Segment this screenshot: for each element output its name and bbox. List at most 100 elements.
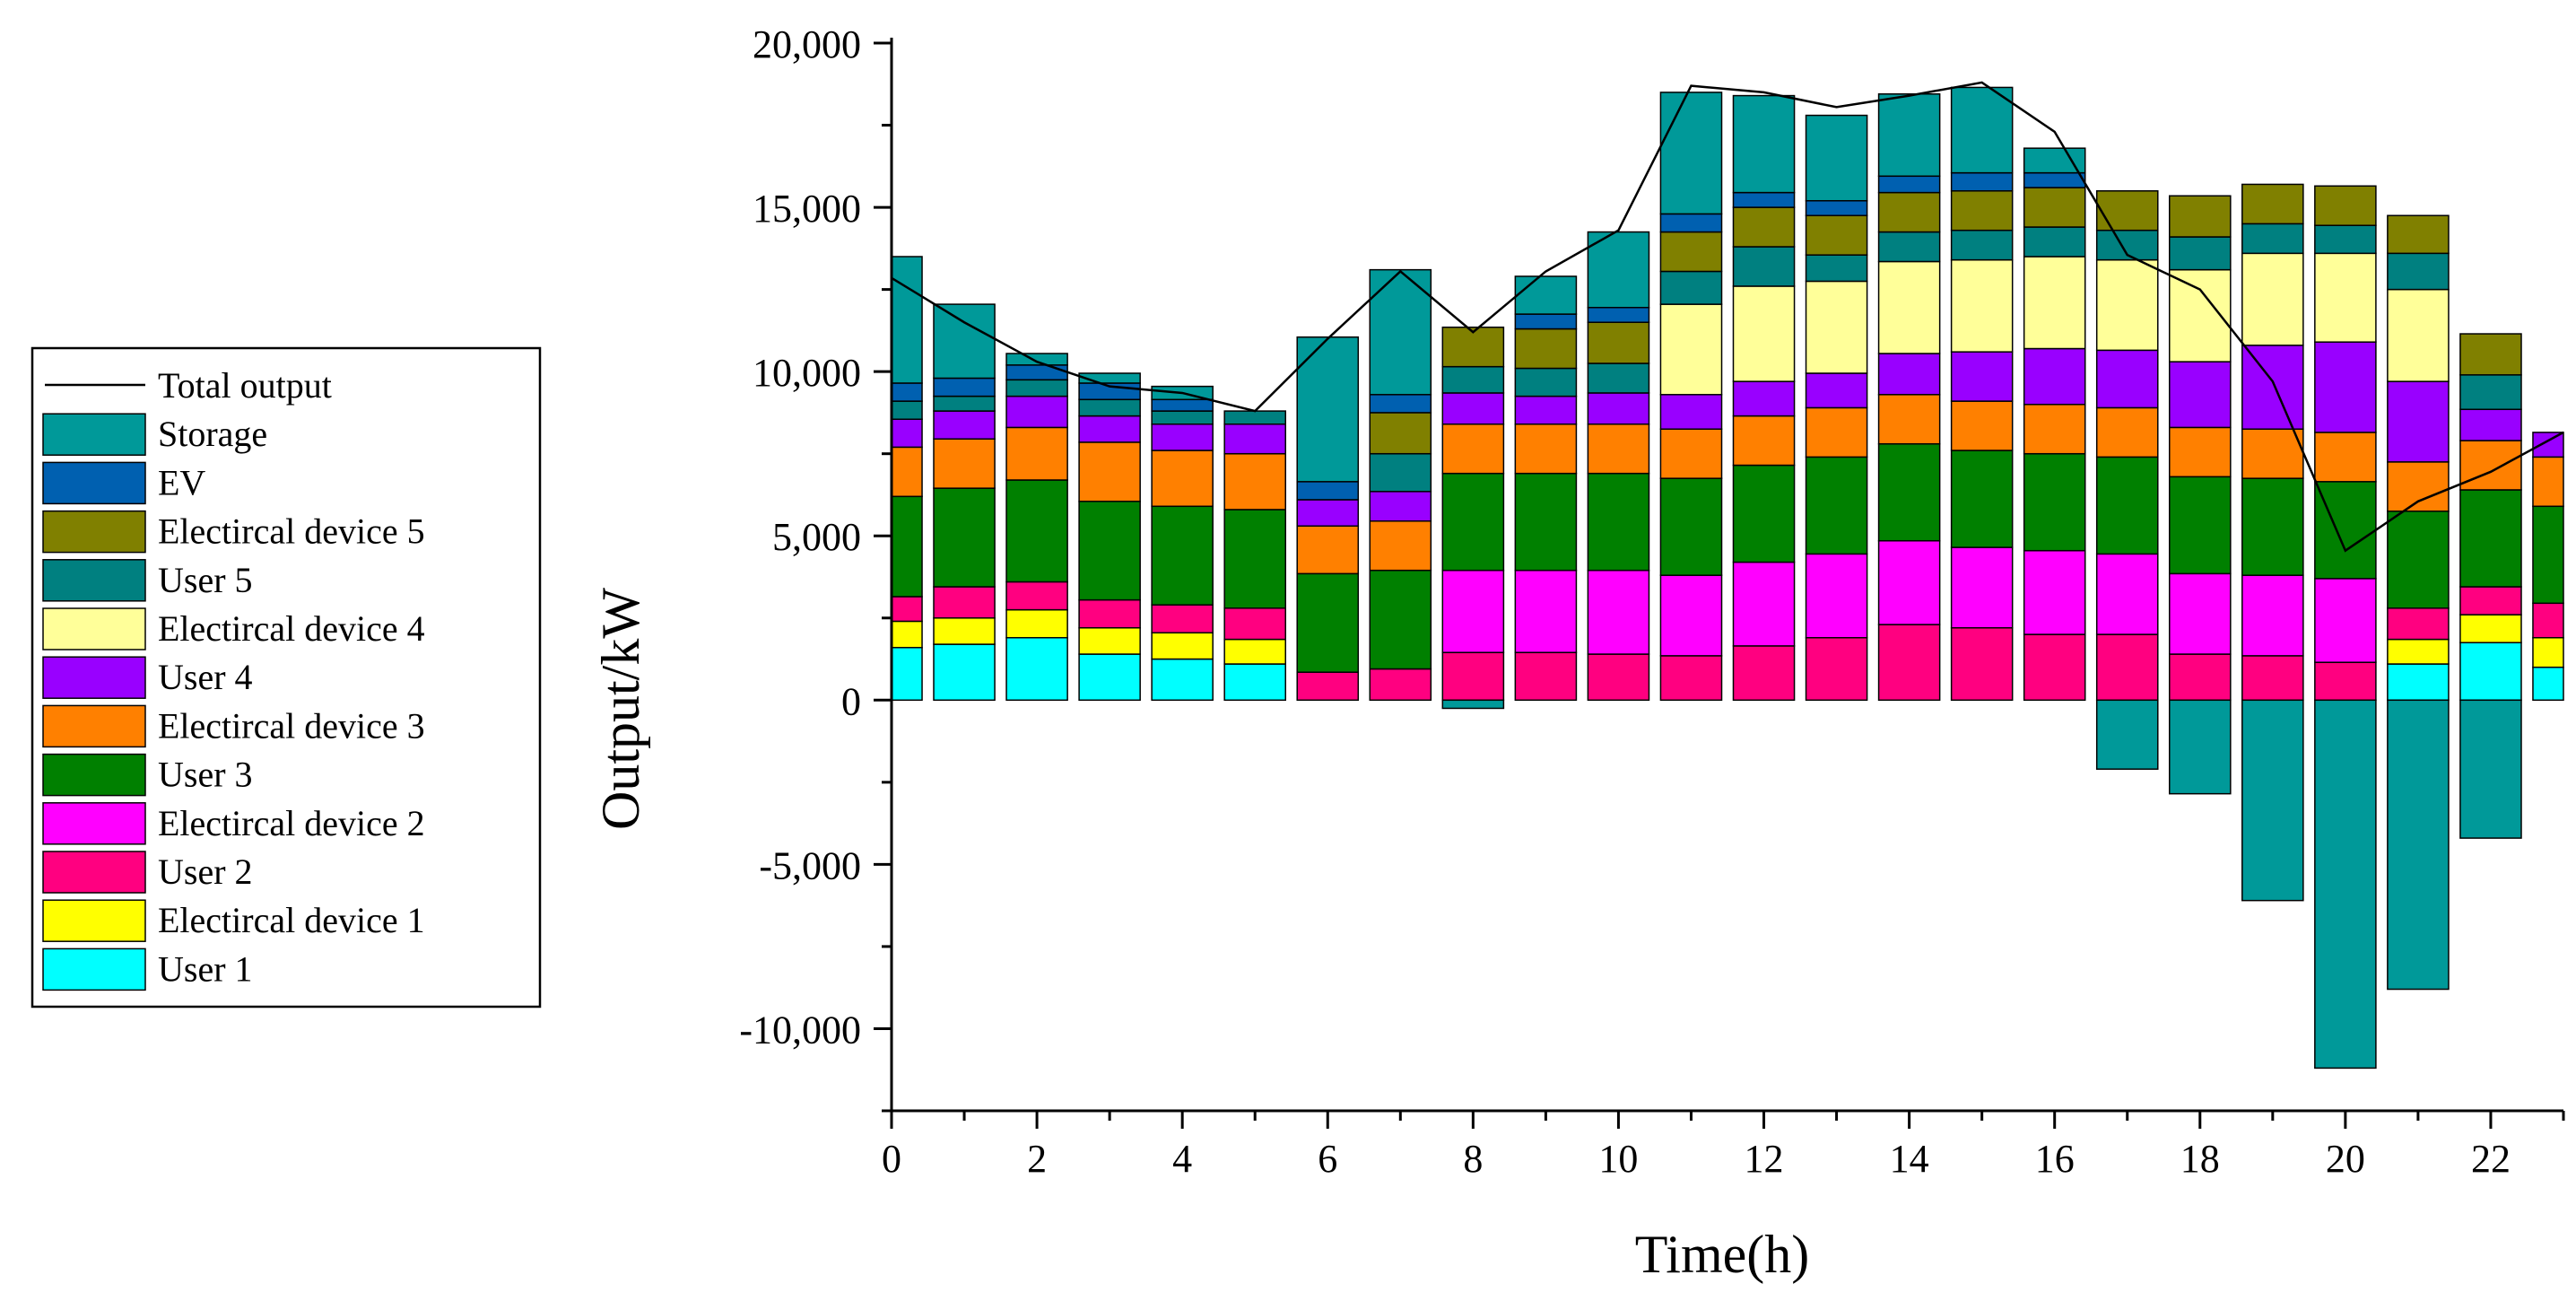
bar-electircal-device-3-h16: [2023, 404, 2086, 455]
bar-electircal-device-3-h6: [1296, 525, 1360, 575]
bar-user-3-h12: [1732, 464, 1796, 563]
bar-electircal-device-3-h23: [2532, 456, 2564, 508]
bar-user-3-h10: [1587, 472, 1650, 572]
bar-storage-h9: [1514, 275, 1578, 315]
bar-storage-h2: [1005, 353, 1068, 366]
bar-user-4-h8: [1441, 392, 1505, 425]
bar-user-4-h22: [2459, 408, 2522, 441]
bar-user-5-h1: [933, 395, 996, 412]
bar-storage-h19: [2241, 699, 2304, 902]
bar-user-1-h5: [1223, 663, 1287, 702]
bar-electircal-device-5-h21: [2387, 214, 2450, 255]
bar-electircal-device-1-h21: [2387, 638, 2450, 665]
x-tick-label: 16: [2035, 1137, 2075, 1181]
bar-user-3-h16: [2023, 452, 2086, 552]
bar-user-5-h0: [891, 400, 923, 420]
legend-label-user-1: User 1: [158, 948, 253, 989]
bar-electircal-device-3-h21: [2387, 461, 2450, 512]
bar-storage-h6: [1296, 336, 1360, 483]
bar-electircal-device-5-h18: [2168, 195, 2232, 238]
legend-label-electircal-device-3: Electircal device 3: [158, 705, 425, 746]
bar-user-2-h0: [891, 596, 923, 623]
axes-layer: 20,000 15,000 10,000 5,000 0 -5,000 -10,000 0 2 4…: [739, 22, 2565, 1181]
bar-electircal-device-1-h4: [1151, 632, 1214, 660]
legend-swatch-ev: [42, 461, 146, 505]
legend-swatch-electircal-device-1: [42, 899, 146, 942]
y-tick-label: 15,000: [753, 187, 861, 231]
bar-electircal-device-3-h19: [2241, 428, 2304, 479]
bar-electircal-device-2-h18: [2168, 572, 2232, 655]
bar-user-3-h21: [2387, 511, 2450, 609]
bar-user-4-h3: [1078, 415, 1141, 443]
bar-user-3-h19: [2241, 477, 2304, 576]
bar-user-4-h15: [1950, 351, 2014, 402]
bar-storage-h10: [1587, 231, 1650, 309]
bar-ev-h11: [1659, 213, 1723, 233]
bar-user-2-h4: [1151, 604, 1214, 633]
bar-user-2-h6: [1296, 671, 1360, 702]
bar-ev-h10: [1587, 307, 1650, 323]
bar-user-4-h4: [1151, 423, 1214, 451]
bar-electircal-device-4-h19: [2241, 252, 2304, 346]
bar-user-3-h11: [1659, 477, 1723, 576]
bar-electircal-device-2-h8: [1441, 569, 1505, 653]
bar-user-4-h11: [1659, 394, 1723, 430]
bar-electircal-device-4-h15: [1950, 258, 2014, 353]
bar-electircal-device-3-h10: [1587, 423, 1650, 475]
bar-user-4-h23: [2532, 432, 2564, 458]
bar-user-1-h0: [891, 646, 923, 702]
bar-user-5-h2: [1005, 379, 1068, 397]
bar-electircal-device-1-h5: [1223, 638, 1287, 665]
y-axis-label: Output/kW: [591, 588, 650, 830]
bar-storage-h12: [1732, 94, 1796, 194]
bar-electircal-device-3-h20: [2314, 432, 2377, 483]
bar-user-1-h3: [1078, 653, 1141, 702]
legend-label-total-output: Total output: [158, 365, 332, 406]
bar-electircal-device-1-h0: [891, 620, 923, 649]
bar-electircal-device-3-h2: [1005, 426, 1068, 481]
x-tick-label: 20: [2326, 1137, 2365, 1181]
bar-ev-h16: [2023, 171, 2086, 188]
bar-user-3-h18: [2168, 476, 2232, 575]
x-tick-label: 14: [1890, 1137, 1929, 1181]
bar-user-4-h2: [1005, 395, 1068, 429]
x-tick-label: 10: [1598, 1137, 1638, 1181]
bar-electircal-device-2-h16: [2023, 549, 2086, 635]
bar-user-4-h17: [2095, 349, 2159, 409]
bar-electircal-device-5-h17: [2095, 190, 2159, 231]
y-tick-label: -5,000: [759, 843, 861, 887]
bar-user-2-h8: [1441, 651, 1505, 702]
bar-storage-h11: [1659, 92, 1723, 215]
bar-ev-h13: [1805, 200, 1868, 216]
bar-user-3-h9: [1514, 472, 1578, 572]
bar-user-3-h8: [1441, 472, 1505, 572]
bar-electircal-device-5-h13: [1805, 214, 1868, 256]
bar-electircal-device-5-h14: [1877, 191, 1941, 233]
bar-user-2-h12: [1732, 645, 1796, 702]
bar-storage-h1: [933, 303, 996, 380]
bar-user-5-h16: [2023, 226, 2086, 258]
bar-ev-h15: [1950, 171, 2014, 192]
bar-electircal-device-3-h12: [1732, 415, 1796, 467]
bars-layer: [891, 86, 2564, 1070]
bar-user-3-h5: [1223, 509, 1287, 609]
bar-user-2-h3: [1078, 598, 1141, 629]
bar-user-1-h21: [2387, 663, 2450, 702]
bar-electircal-device-1-h22: [2459, 614, 2522, 643]
bar-electircal-device-3-h7: [1369, 520, 1432, 572]
bar-user-3-h6: [1296, 572, 1360, 673]
bar-electircal-device-3-h17: [2095, 406, 2159, 458]
bar-user-3-h14: [1877, 442, 1941, 542]
bar-user-2-h15: [1950, 627, 2014, 702]
x-tick-label: 0: [882, 1137, 901, 1181]
bar-user-3-h2: [1005, 479, 1068, 583]
legend-swatch-electircal-device-2: [42, 802, 146, 845]
bar-electircal-device-4-h20: [2314, 252, 2377, 343]
bar-user-5-h11: [1659, 270, 1723, 305]
y-tick-label: 20,000: [753, 22, 861, 66]
bar-electircal-device-3-h22: [2459, 440, 2522, 491]
bar-electircal-device-5-h15: [1950, 190, 2014, 231]
y-tick-label: -10,000: [739, 1008, 861, 1052]
bar-electircal-device-5-h19: [2241, 183, 2304, 225]
